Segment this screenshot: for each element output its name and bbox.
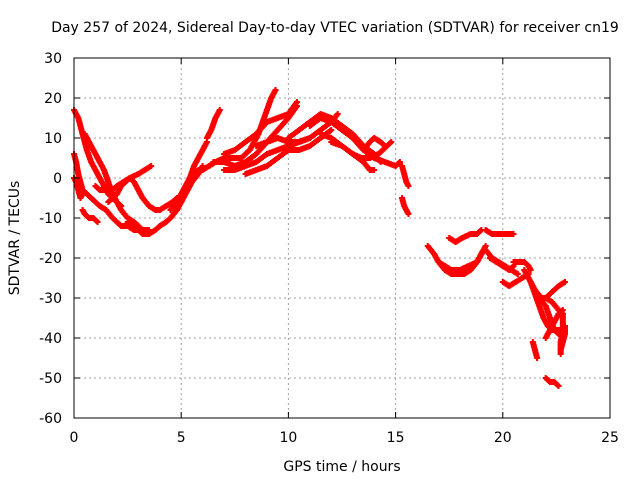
series-arc-26 xyxy=(435,247,487,273)
tick-marks xyxy=(73,57,611,419)
series-arc-28 xyxy=(482,227,517,237)
y-tick-label: -10 xyxy=(39,211,62,227)
series-arc-14 xyxy=(221,99,300,157)
series-arc-32 xyxy=(510,259,534,273)
grid xyxy=(74,58,610,418)
series-arc-4 xyxy=(71,175,86,201)
plot-frame xyxy=(73,57,611,419)
y-tick-label: -50 xyxy=(39,371,62,387)
data-point xyxy=(79,191,86,197)
series-arc-27 xyxy=(446,227,485,245)
data-point xyxy=(510,231,517,237)
data-point xyxy=(557,347,564,353)
data-point xyxy=(293,99,300,105)
y-tick-label: -40 xyxy=(39,331,62,347)
series-arc-13 xyxy=(210,103,300,169)
y-tick-label: -20 xyxy=(39,251,62,267)
series-arc-22 xyxy=(360,135,388,153)
y-tick-label: 20 xyxy=(44,91,62,107)
data-point xyxy=(388,139,395,145)
x-tick-label: 25 xyxy=(601,430,619,446)
series-arc-23 xyxy=(399,163,412,189)
series-arc-24 xyxy=(399,195,412,217)
data-point xyxy=(334,111,341,117)
data-point xyxy=(94,219,101,225)
y-tick-label: -60 xyxy=(39,411,62,427)
data-point xyxy=(514,271,521,277)
y-tick-labels: 30 20 10 0 -10 -20 -30 -40 -50 -60 xyxy=(39,51,62,427)
y-tick-label: 30 xyxy=(44,51,62,67)
series-arc-5 xyxy=(79,207,101,225)
y-axis-label: SDTVAR / TECUs xyxy=(7,181,23,296)
series-arc-21 xyxy=(328,139,395,161)
data-point xyxy=(216,107,223,113)
data-layer xyxy=(71,87,568,389)
series-arc-38 xyxy=(529,339,541,361)
data-point xyxy=(405,183,412,189)
x-tick-label: 5 xyxy=(177,430,186,446)
data-point xyxy=(396,159,403,165)
series-arc-41 xyxy=(557,323,568,353)
series-arc-7 xyxy=(92,163,155,193)
data-point xyxy=(534,355,541,361)
x-tick-label: 20 xyxy=(494,430,512,446)
data-point xyxy=(555,383,562,389)
series-arc-16 xyxy=(242,127,335,177)
data-point xyxy=(148,163,155,169)
series-arc-19 xyxy=(306,115,403,169)
series-arc-37 xyxy=(542,307,566,341)
y-tick-label: -30 xyxy=(39,291,62,307)
data-point xyxy=(272,87,279,93)
series-arc-11 xyxy=(203,107,223,141)
y-tick-label: 0 xyxy=(53,171,62,187)
series-arc-30 xyxy=(486,255,517,273)
x-tick-labels: 0 5 10 15 20 25 xyxy=(70,430,619,446)
y-tick-label: 10 xyxy=(44,131,62,147)
data-point xyxy=(527,267,534,273)
data-point xyxy=(381,143,388,149)
data-point xyxy=(371,167,378,173)
x-tick-label: 0 xyxy=(70,430,79,446)
chart-title: Day 257 of 2024, Sidereal Day-to-day VTE… xyxy=(51,20,619,36)
data-point xyxy=(561,279,568,285)
x-tick-label: 10 xyxy=(279,430,297,446)
series-arc-36 xyxy=(538,279,568,305)
data-point xyxy=(328,127,335,133)
series-arc-6 xyxy=(105,175,180,213)
x-axis-label: GPS time / hours xyxy=(283,459,400,475)
x-tick-label: 15 xyxy=(387,430,405,446)
data-point xyxy=(405,211,412,217)
series-arc-39 xyxy=(542,375,562,389)
